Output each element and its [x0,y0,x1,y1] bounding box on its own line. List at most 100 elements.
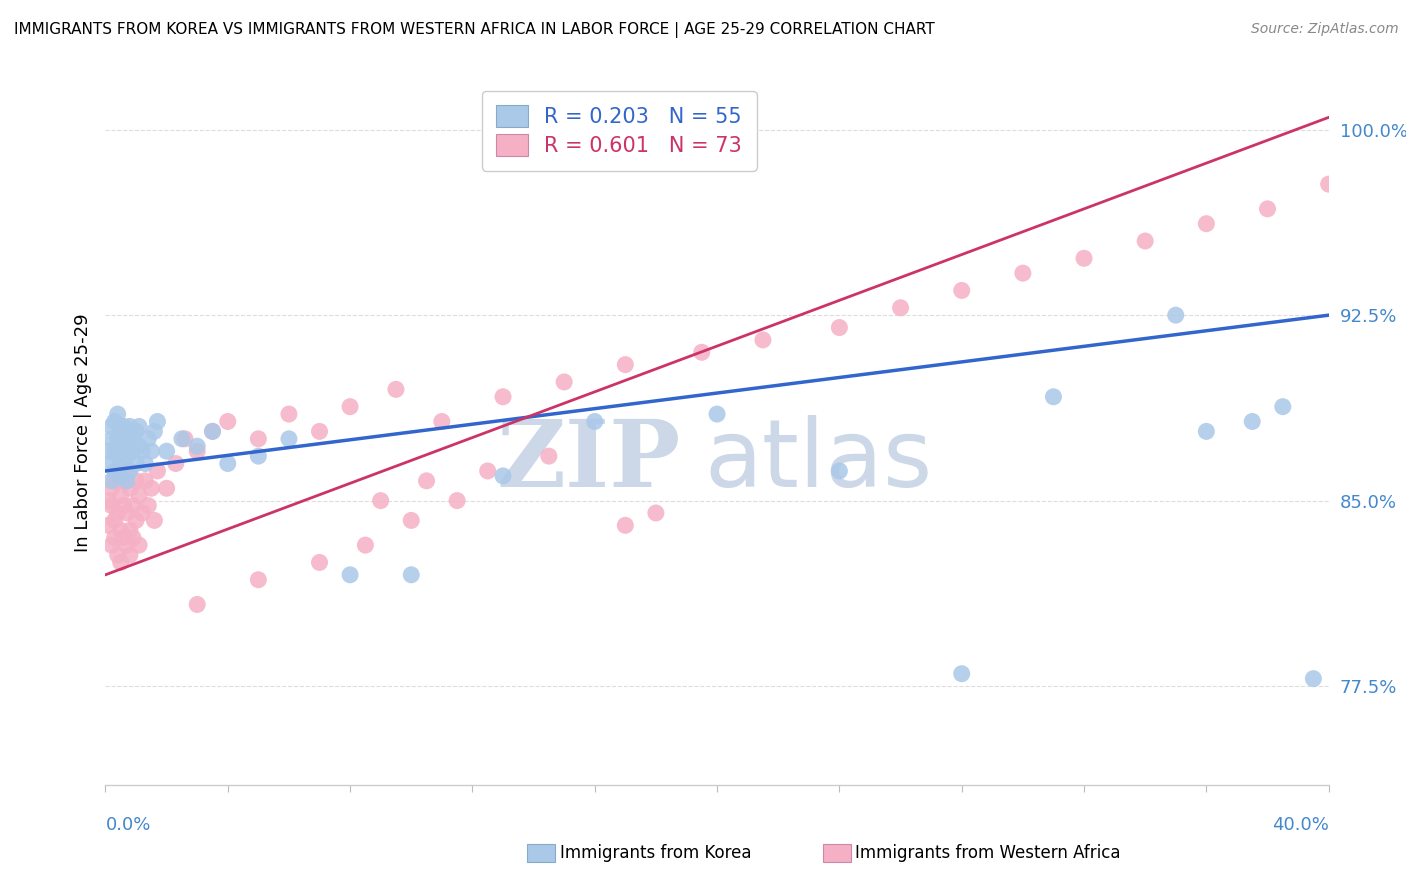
Point [134,457,156,471]
Point [415,474,437,488]
Point [339,567,361,582]
Point [118,481,141,495]
Point [143,425,166,439]
Point [165,457,187,471]
Point [217,457,239,471]
Point [97,518,120,533]
Point [125,425,148,439]
Point [118,548,141,562]
Point [118,523,141,537]
Point [104,474,127,488]
Point [110,444,132,458]
Point [134,474,156,488]
Text: atlas: atlas [704,415,934,507]
Point [128,419,150,434]
Point [112,419,135,434]
Point [104,415,127,429]
Point [146,415,169,429]
Point [125,457,148,471]
Point [110,425,132,439]
Point [125,474,148,488]
Point [339,400,361,414]
Point [186,444,208,458]
Point [174,432,197,446]
Point [112,439,135,453]
Point [115,464,138,478]
Point [950,666,973,681]
Point [247,432,270,446]
Point [277,407,299,421]
Point [112,499,135,513]
Point [125,513,148,527]
Point [100,474,122,488]
Point [583,415,606,429]
Point [828,320,851,334]
Point [385,382,408,396]
Point [100,499,122,513]
Point [828,464,851,478]
Point [115,474,138,488]
Point [100,538,122,552]
Point [155,444,177,458]
Point [247,573,270,587]
Point [100,481,122,495]
Text: ZIP: ZIP [496,416,681,506]
Point [1164,308,1187,322]
Point [706,407,728,421]
Point [104,513,127,527]
Point [110,489,132,503]
Point [1195,217,1218,231]
Point [644,506,666,520]
Point [1241,415,1264,429]
Text: 40.0%: 40.0% [1272,816,1329,834]
Point [1302,672,1324,686]
Point [115,538,138,552]
Point [553,375,575,389]
Point [112,531,135,545]
Point [492,469,515,483]
Point [308,556,330,570]
Point [122,444,145,458]
Point [308,425,330,439]
Point [115,432,138,446]
Point [110,523,132,537]
Point [614,518,637,533]
Point [430,415,453,429]
Point [104,464,127,478]
Point [889,301,911,315]
Text: IMMIGRANTS FROM KOREA VS IMMIGRANTS FROM WESTERN AFRICA IN LABOR FORCE | AGE 25-: IMMIGRANTS FROM KOREA VS IMMIGRANTS FROM… [14,22,935,38]
Point [1042,390,1064,404]
Point [104,531,127,545]
Point [186,439,208,453]
Point [115,506,138,520]
Point [122,432,145,446]
Point [247,449,270,463]
Point [537,449,560,463]
Point [115,449,138,463]
Point [100,432,122,446]
Point [477,464,499,478]
Point [1011,266,1033,280]
Text: 0.0%: 0.0% [105,816,150,834]
Y-axis label: In Labor Force | Age 25-29: In Labor Force | Age 25-29 [73,313,91,552]
Point [752,333,775,347]
Point [97,444,120,458]
Point [107,449,129,463]
Point [136,499,159,513]
Text: Immigrants from Western Africa: Immigrants from Western Africa [855,844,1121,862]
Point [107,464,129,478]
Point [399,513,422,527]
Point [950,284,973,298]
Point [1271,400,1294,414]
Point [170,432,193,446]
Point [118,444,141,458]
Point [1133,234,1156,248]
Point [107,407,129,421]
Point [399,567,422,582]
Legend: R = 0.203   N = 55, R = 0.601   N = 73: R = 0.203 N = 55, R = 0.601 N = 73 [482,91,756,170]
Point [1195,425,1218,439]
Point [146,464,169,478]
Point [118,419,141,434]
Point [446,493,468,508]
Text: Immigrants from Korea: Immigrants from Korea [560,844,751,862]
